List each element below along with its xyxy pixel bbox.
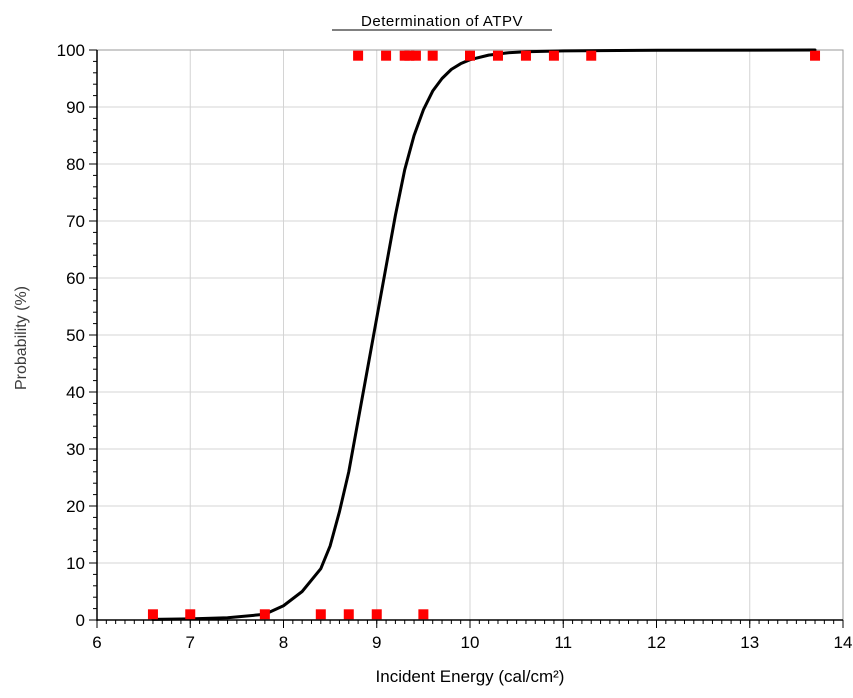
data-point [427, 50, 438, 61]
data-point [465, 50, 475, 61]
data-point [353, 50, 364, 61]
data-point [381, 50, 392, 61]
data-point [520, 50, 531, 61]
x-tick-label: 11 [554, 633, 572, 652]
y-tick-label: 80 [66, 155, 85, 174]
data-point [548, 50, 559, 61]
data-point [185, 609, 196, 620]
x-tick-label: 6 [92, 633, 101, 652]
data-point [343, 609, 354, 620]
data-point [418, 609, 429, 620]
x-tick-label: 14 [834, 633, 853, 652]
y-tick-label: 70 [66, 212, 85, 231]
y-tick-label: 30 [66, 440, 85, 459]
data-point [404, 50, 415, 61]
data-point [147, 609, 158, 620]
y-tick-label: 10 [66, 554, 85, 573]
chart-title: Determination of ATPV [361, 13, 523, 30]
y-tick-label: 0 [76, 611, 85, 630]
x-axis-label: Incident Energy (cal/cm²) [376, 667, 565, 686]
x-tick-label: 12 [647, 633, 666, 652]
y-tick-label: 60 [66, 269, 85, 288]
x-tick-label: 13 [740, 633, 759, 652]
x-tick-label: 10 [461, 633, 480, 652]
data-point [315, 609, 326, 620]
y-tick-label: 50 [66, 326, 85, 345]
data-point [371, 609, 382, 620]
data-point [259, 609, 270, 620]
x-tick-label: 7 [186, 633, 195, 652]
data-point [810, 50, 821, 61]
y-tick-label: 40 [66, 383, 85, 402]
data-point [410, 50, 421, 61]
y-axis-label: Probability (%) [13, 286, 30, 390]
y-tick-label: 100 [57, 41, 85, 60]
x-tick-label: 9 [372, 633, 381, 652]
grid [97, 50, 843, 620]
x-tick-label: 8 [279, 633, 288, 652]
data-point [492, 50, 503, 61]
data-points [147, 50, 821, 620]
y-tick-label: 20 [66, 497, 85, 516]
axes: 6 7 8 9 10 11 12 13 14 0 10 20 30 40 50 60 70 80 90 100 [57, 41, 853, 652]
data-point [586, 50, 597, 61]
y-tick-label: 90 [66, 98, 85, 117]
